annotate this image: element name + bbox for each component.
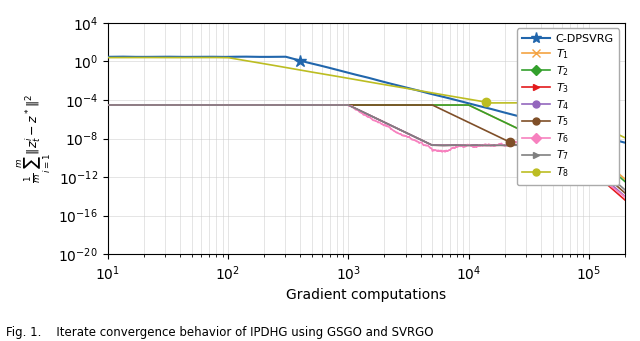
- Y-axis label: $\frac{1}{m}\sum_{i=1}^{m}\|z_t^i - z^*\|^2$: $\frac{1}{m}\sum_{i=1}^{m}\|z_t^i - z^*\…: [15, 94, 53, 183]
- Legend: C-DPSVRG, $T_1$, $T_2$, $T_3$, $T_4$, $T_5$, $T_6$, $T_7$, $T_8$: C-DPSVRG, $T_1$, $T_2$, $T_3$, $T_4$, $T…: [517, 28, 620, 185]
- X-axis label: Gradient computations: Gradient computations: [286, 288, 447, 302]
- Text: Fig. 1.    Iterate convergence behavior of IPDHG using GSGO and SVRGO: Fig. 1. Iterate convergence behavior of …: [6, 326, 434, 339]
